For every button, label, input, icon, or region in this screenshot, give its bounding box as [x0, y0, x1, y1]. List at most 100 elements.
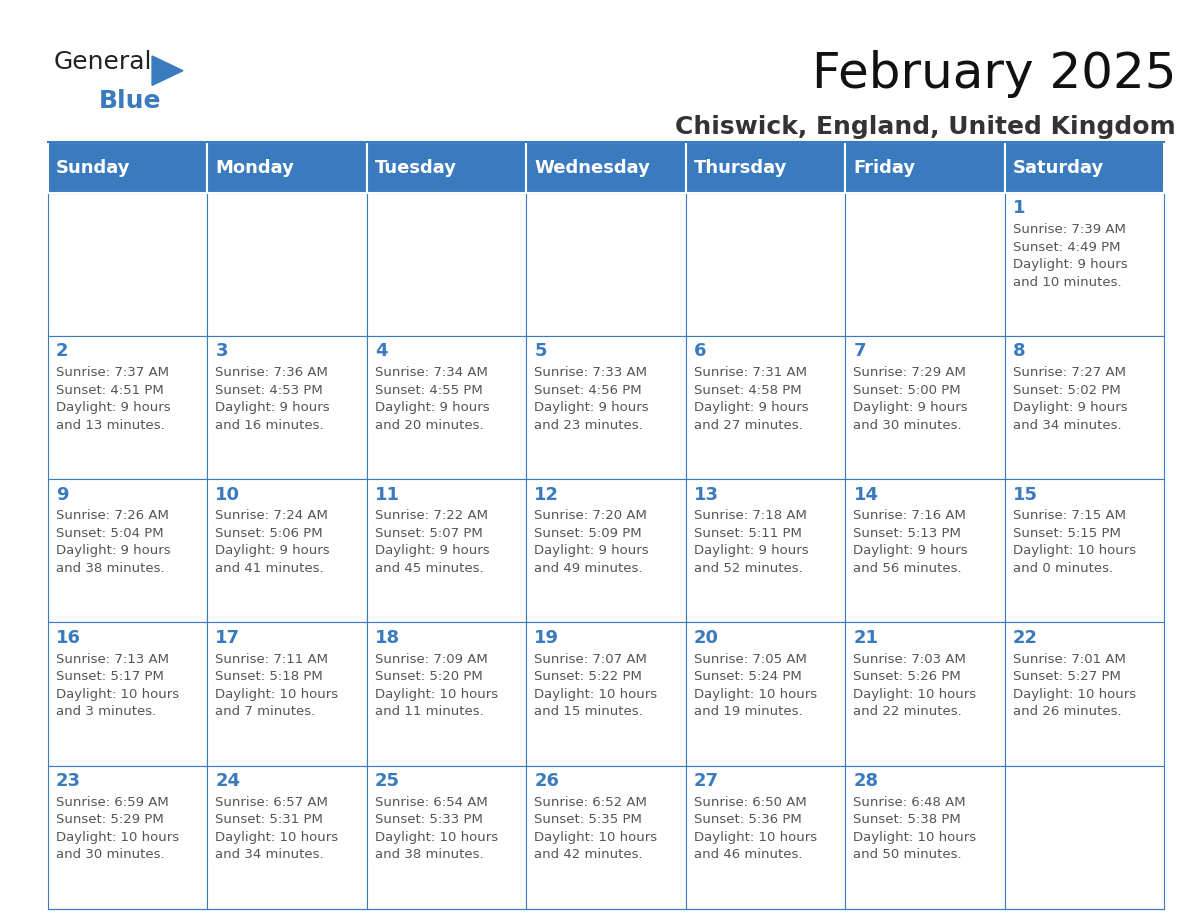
Bar [685, 142, 845, 193]
Bar [207, 193, 367, 336]
Text: Chiswick, England, United Kingdom: Chiswick, England, United Kingdom [675, 115, 1176, 139]
Text: 3: 3 [215, 342, 228, 361]
Bar [367, 622, 526, 766]
Text: 6: 6 [694, 342, 707, 361]
Text: 1: 1 [1013, 199, 1025, 218]
Bar [367, 193, 526, 336]
Bar [845, 336, 1005, 479]
Bar [685, 336, 845, 479]
Text: Sunrise: 7:18 AM
Sunset: 5:11 PM
Daylight: 9 hours
and 52 minutes.: Sunrise: 7:18 AM Sunset: 5:11 PM Dayligh… [694, 509, 809, 575]
Text: Sunrise: 7:37 AM
Sunset: 4:51 PM
Daylight: 9 hours
and 13 minutes.: Sunrise: 7:37 AM Sunset: 4:51 PM Dayligh… [56, 366, 170, 431]
Text: 23: 23 [56, 772, 81, 790]
Text: Tuesday: Tuesday [375, 159, 457, 176]
Bar [48, 142, 207, 193]
Bar [1005, 622, 1164, 766]
Text: Sunrise: 7:27 AM
Sunset: 5:02 PM
Daylight: 9 hours
and 34 minutes.: Sunrise: 7:27 AM Sunset: 5:02 PM Dayligh… [1013, 366, 1127, 431]
Text: Wednesday: Wednesday [535, 159, 650, 176]
Bar [1005, 766, 1164, 909]
Bar [526, 766, 685, 909]
Bar [845, 142, 1005, 193]
Bar [845, 766, 1005, 909]
Bar [48, 622, 207, 766]
Text: Sunrise: 7:20 AM
Sunset: 5:09 PM
Daylight: 9 hours
and 49 minutes.: Sunrise: 7:20 AM Sunset: 5:09 PM Dayligh… [535, 509, 649, 575]
Bar [526, 479, 685, 622]
Bar [1005, 479, 1164, 622]
Text: Sunrise: 6:59 AM
Sunset: 5:29 PM
Daylight: 10 hours
and 30 minutes.: Sunrise: 6:59 AM Sunset: 5:29 PM Dayligh… [56, 796, 179, 861]
Text: 24: 24 [215, 772, 240, 790]
Text: Thursday: Thursday [694, 159, 788, 176]
Bar [845, 193, 1005, 336]
Text: February 2025: February 2025 [811, 50, 1176, 98]
Bar [367, 766, 526, 909]
Text: 12: 12 [535, 486, 560, 504]
Text: 20: 20 [694, 629, 719, 647]
Bar [48, 479, 207, 622]
Text: Saturday: Saturday [1013, 159, 1105, 176]
Text: 19: 19 [535, 629, 560, 647]
Text: Monday: Monday [215, 159, 295, 176]
Text: Sunday: Sunday [56, 159, 131, 176]
Bar [685, 479, 845, 622]
Text: Sunrise: 7:11 AM
Sunset: 5:18 PM
Daylight: 10 hours
and 7 minutes.: Sunrise: 7:11 AM Sunset: 5:18 PM Dayligh… [215, 653, 339, 718]
Bar [207, 142, 367, 193]
Text: 28: 28 [853, 772, 879, 790]
Text: Blue: Blue [99, 89, 162, 113]
Bar [367, 142, 526, 193]
Bar [207, 336, 367, 479]
Bar [845, 622, 1005, 766]
Text: Sunrise: 6:57 AM
Sunset: 5:31 PM
Daylight: 10 hours
and 34 minutes.: Sunrise: 6:57 AM Sunset: 5:31 PM Dayligh… [215, 796, 339, 861]
Text: 9: 9 [56, 486, 69, 504]
Text: 16: 16 [56, 629, 81, 647]
Text: 4: 4 [375, 342, 387, 361]
Text: Sunrise: 7:07 AM
Sunset: 5:22 PM
Daylight: 10 hours
and 15 minutes.: Sunrise: 7:07 AM Sunset: 5:22 PM Dayligh… [535, 653, 657, 718]
Text: 27: 27 [694, 772, 719, 790]
Text: Sunrise: 6:48 AM
Sunset: 5:38 PM
Daylight: 10 hours
and 50 minutes.: Sunrise: 6:48 AM Sunset: 5:38 PM Dayligh… [853, 796, 977, 861]
Bar [48, 336, 207, 479]
Text: 13: 13 [694, 486, 719, 504]
Text: Sunrise: 7:22 AM
Sunset: 5:07 PM
Daylight: 9 hours
and 45 minutes.: Sunrise: 7:22 AM Sunset: 5:07 PM Dayligh… [375, 509, 489, 575]
Text: Sunrise: 6:52 AM
Sunset: 5:35 PM
Daylight: 10 hours
and 42 minutes.: Sunrise: 6:52 AM Sunset: 5:35 PM Dayligh… [535, 796, 657, 861]
Text: 7: 7 [853, 342, 866, 361]
Text: General: General [53, 50, 152, 74]
Text: 22: 22 [1013, 629, 1038, 647]
Bar [526, 622, 685, 766]
Bar [48, 193, 207, 336]
Bar [48, 766, 207, 909]
Text: Sunrise: 6:50 AM
Sunset: 5:36 PM
Daylight: 10 hours
and 46 minutes.: Sunrise: 6:50 AM Sunset: 5:36 PM Dayligh… [694, 796, 817, 861]
Text: 2: 2 [56, 342, 69, 361]
Text: 21: 21 [853, 629, 878, 647]
Text: 5: 5 [535, 342, 546, 361]
Bar [367, 479, 526, 622]
Bar [845, 479, 1005, 622]
Text: Sunrise: 7:34 AM
Sunset: 4:55 PM
Daylight: 9 hours
and 20 minutes.: Sunrise: 7:34 AM Sunset: 4:55 PM Dayligh… [375, 366, 489, 431]
Text: 10: 10 [215, 486, 240, 504]
Text: Sunrise: 7:36 AM
Sunset: 4:53 PM
Daylight: 9 hours
and 16 minutes.: Sunrise: 7:36 AM Sunset: 4:53 PM Dayligh… [215, 366, 330, 431]
Bar [207, 479, 367, 622]
Text: 25: 25 [375, 772, 400, 790]
Bar [1005, 193, 1164, 336]
Bar [367, 336, 526, 479]
Bar [1005, 336, 1164, 479]
Bar [685, 766, 845, 909]
Text: 8: 8 [1013, 342, 1025, 361]
Text: Sunrise: 6:54 AM
Sunset: 5:33 PM
Daylight: 10 hours
and 38 minutes.: Sunrise: 6:54 AM Sunset: 5:33 PM Dayligh… [375, 796, 498, 861]
Bar [685, 193, 845, 336]
Text: Sunrise: 7:09 AM
Sunset: 5:20 PM
Daylight: 10 hours
and 11 minutes.: Sunrise: 7:09 AM Sunset: 5:20 PM Dayligh… [375, 653, 498, 718]
Text: 14: 14 [853, 486, 878, 504]
Text: Sunrise: 7:13 AM
Sunset: 5:17 PM
Daylight: 10 hours
and 3 minutes.: Sunrise: 7:13 AM Sunset: 5:17 PM Dayligh… [56, 653, 179, 718]
Bar [685, 622, 845, 766]
Text: Sunrise: 7:03 AM
Sunset: 5:26 PM
Daylight: 10 hours
and 22 minutes.: Sunrise: 7:03 AM Sunset: 5:26 PM Dayligh… [853, 653, 977, 718]
Text: Sunrise: 7:39 AM
Sunset: 4:49 PM
Daylight: 9 hours
and 10 minutes.: Sunrise: 7:39 AM Sunset: 4:49 PM Dayligh… [1013, 223, 1127, 288]
Text: 15: 15 [1013, 486, 1038, 504]
Text: 18: 18 [375, 629, 400, 647]
Bar [1005, 142, 1164, 193]
Polygon shape [152, 56, 183, 85]
Text: Sunrise: 7:33 AM
Sunset: 4:56 PM
Daylight: 9 hours
and 23 minutes.: Sunrise: 7:33 AM Sunset: 4:56 PM Dayligh… [535, 366, 649, 431]
Text: 11: 11 [375, 486, 400, 504]
Text: Sunrise: 7:29 AM
Sunset: 5:00 PM
Daylight: 9 hours
and 30 minutes.: Sunrise: 7:29 AM Sunset: 5:00 PM Dayligh… [853, 366, 968, 431]
Bar [526, 193, 685, 336]
Bar [526, 336, 685, 479]
Bar [526, 142, 685, 193]
Text: Sunrise: 7:26 AM
Sunset: 5:04 PM
Daylight: 9 hours
and 38 minutes.: Sunrise: 7:26 AM Sunset: 5:04 PM Dayligh… [56, 509, 170, 575]
Text: Friday: Friday [853, 159, 916, 176]
